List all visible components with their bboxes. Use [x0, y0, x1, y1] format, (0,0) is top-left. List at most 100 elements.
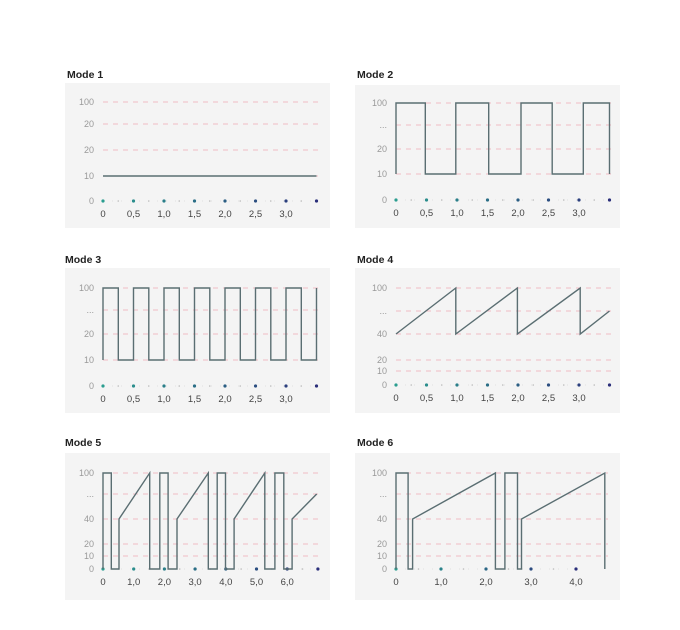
axis-minor-dot — [440, 199, 443, 201]
axis-marker-dot — [607, 383, 612, 387]
axis-minor-dot — [117, 200, 120, 202]
x-tick-label: 2,5 — [249, 394, 262, 405]
y-tick-label: ... — [379, 120, 387, 130]
x-tick-label: 1,5 — [188, 209, 201, 220]
axis-marker-dot — [424, 198, 429, 202]
axis-marker-dot — [193, 567, 197, 571]
x-tick-label: 6,0 — [281, 577, 294, 588]
axis-minor-dot — [562, 384, 565, 386]
y-tick-label: 20 — [377, 355, 387, 365]
axis-marker-dot — [132, 567, 136, 571]
axis-minor-dot — [300, 385, 303, 387]
x-tick-label: 2,5 — [542, 208, 555, 219]
x-tick-label: 0 — [393, 577, 398, 588]
axis-marker-dot — [192, 384, 197, 388]
axis-minor-dot — [240, 568, 242, 570]
axis-marker-dot — [131, 384, 136, 388]
axis-minor-dot — [507, 568, 510, 570]
x-tick-label: 0,5 — [127, 394, 140, 405]
y-tick-label: 100 — [79, 283, 94, 293]
axis-marker-dot — [455, 198, 459, 202]
axis-marker-dot — [455, 383, 459, 387]
y-tick-label: ... — [379, 489, 387, 499]
axis-marker-dot — [484, 567, 488, 571]
x-tick-label: 2,0 — [511, 393, 524, 404]
x-tick-label: 3,0 — [524, 577, 537, 588]
series-line — [102, 470, 318, 570]
y-tick-label: 100 — [372, 283, 387, 293]
series-line — [102, 287, 318, 361]
chart-title: Mode 1 — [67, 69, 103, 81]
x-tick-label: 1,0 — [127, 577, 140, 588]
x-tick-label: 4,0 — [569, 577, 582, 588]
axis-marker-dot — [485, 383, 490, 387]
chart-title: Mode 6 — [357, 437, 393, 449]
axis-marker-dot — [192, 199, 197, 203]
x-tick-label: 1,0 — [434, 577, 447, 588]
axis-minor-dot — [239, 385, 242, 387]
axis-marker-dot — [223, 199, 227, 203]
axis-minor-dot — [208, 200, 211, 202]
axis-marker-dot — [577, 198, 581, 202]
chart-title: Mode 4 — [357, 254, 393, 266]
axis-marker-dot — [284, 199, 288, 203]
x-tick-label: 1,0 — [157, 209, 170, 220]
series-line — [395, 102, 611, 175]
x-tick-label: 1,5 — [188, 394, 201, 405]
axis-marker-dot — [516, 383, 520, 387]
axis-marker-dot — [424, 383, 429, 387]
y-tick-label: 0 — [382, 380, 387, 390]
axis-minor-dot — [593, 199, 596, 201]
x-tick-label: 0,5 — [420, 393, 433, 404]
plot-panel — [65, 83, 330, 228]
x-tick-label: 3,0 — [188, 577, 201, 588]
axis-minor-dot — [417, 568, 420, 570]
x-tick-label: 0,5 — [127, 209, 140, 220]
y-tick-label: 10 — [84, 355, 94, 365]
axis-minor-dot — [178, 568, 181, 570]
plot-panel — [65, 453, 330, 600]
axis-minor-dot — [593, 384, 596, 386]
axis-marker-dot — [516, 198, 520, 202]
axis-minor-dot — [269, 200, 272, 202]
y-tick-label: ... — [379, 306, 387, 316]
plot-panel — [355, 268, 620, 413]
axis-marker-dot — [254, 567, 259, 571]
axis-minor-dot — [117, 385, 120, 387]
axis-marker-dot — [162, 567, 166, 571]
x-tick-label: 3,0 — [279, 209, 292, 220]
x-tick-label: 1,0 — [450, 393, 463, 404]
axis-marker-dot — [223, 384, 227, 388]
axis-minor-dot — [552, 568, 555, 570]
y-tick-label: 100 — [372, 468, 387, 478]
axis-minor-dot — [562, 199, 565, 201]
y-tick-label: 100 — [79, 468, 94, 478]
axis-marker-dot — [394, 198, 398, 202]
axis-minor-dot — [147, 200, 150, 202]
x-tick-label: 3,0 — [572, 208, 585, 219]
series-line — [395, 286, 610, 336]
x-tick-label: 1,5 — [481, 208, 494, 219]
x-tick-label: 2,0 — [158, 577, 171, 588]
x-tick-label: 0,5 — [420, 208, 433, 219]
chart-title: Mode 3 — [65, 254, 101, 266]
axis-minor-dot — [462, 568, 465, 570]
x-tick-label: 0 — [393, 208, 398, 219]
chart-title: Mode 2 — [357, 69, 393, 81]
y-tick-label: ... — [86, 489, 94, 499]
axis-minor-dot — [208, 385, 211, 387]
y-tick-label: 10 — [377, 169, 387, 179]
x-tick-label: 2,0 — [218, 394, 231, 405]
x-tick-label: 2,5 — [542, 393, 555, 404]
axis-minor-dot — [410, 199, 413, 201]
x-tick-label: 0 — [100, 394, 105, 405]
x-tick-label: 0 — [393, 393, 398, 404]
axis-minor-dot — [501, 384, 504, 386]
x-tick-label: 2,0 — [218, 209, 231, 220]
x-tick-label: 2,0 — [511, 208, 524, 219]
axis-marker-dot — [131, 199, 136, 203]
y-tick-label: 10 — [377, 366, 387, 376]
axis-marker-dot — [394, 383, 398, 387]
